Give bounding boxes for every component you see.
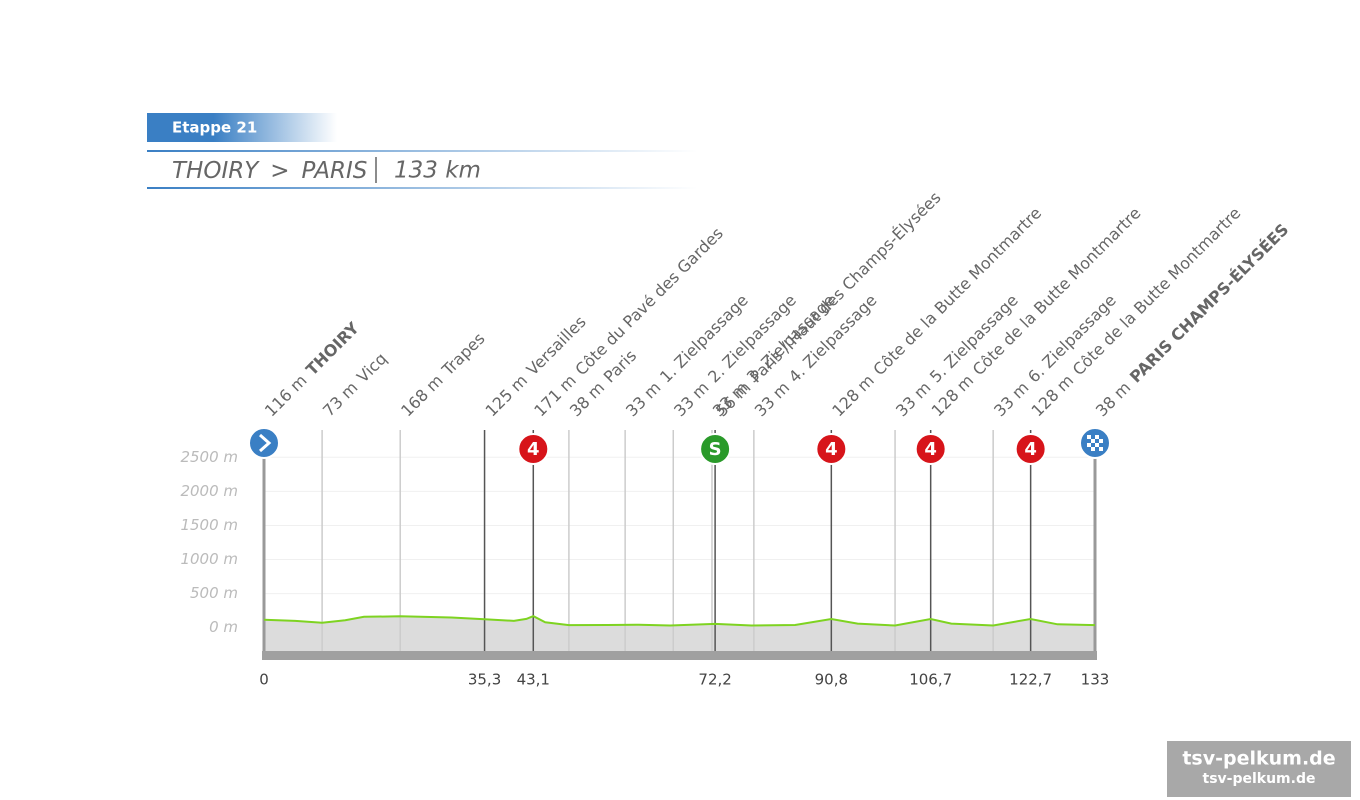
baseline-bar	[262, 651, 1097, 660]
y-tick-label: 500 m	[190, 584, 238, 602]
waypoint-altitude: 33 m	[990, 378, 1032, 420]
waypoint-name: THOIRY	[302, 318, 363, 379]
finish-flag	[1099, 447, 1103, 451]
profile-area	[264, 616, 1095, 655]
marker	[517, 433, 550, 465]
watermark: tsv-pelkum.de	[1182, 748, 1335, 770]
x-tick-label: 122,7	[1009, 671, 1052, 689]
marker	[815, 433, 848, 465]
waypoint-altitude: 33 m	[892, 378, 934, 420]
waypoint-label: 168 mTrapes	[397, 329, 488, 420]
y-tick-label: 0 m	[209, 618, 238, 636]
marker-label: 4	[924, 439, 937, 460]
finish-flag	[1095, 435, 1099, 439]
waypoint-altitude: 38 m	[1092, 378, 1134, 420]
start-arrow	[259, 433, 272, 453]
stage-distance: 133 km	[394, 158, 481, 184]
stage-label: Etappe 21	[172, 119, 257, 137]
x-tick-label: 133	[1081, 671, 1110, 689]
marker	[1014, 433, 1047, 465]
finish-flag	[1091, 447, 1095, 451]
stage-badge	[147, 113, 337, 142]
plot: 0 m 500 m 1000 m 1500 m 2000 m 2500 m 116 mTHO…	[180, 188, 1292, 689]
x-tick-label: 35,3	[468, 671, 501, 689]
x-tick-label: 106,7	[909, 671, 952, 689]
waypoint-name: Trapes	[437, 329, 488, 380]
marker	[914, 433, 947, 465]
finish-flag	[1099, 439, 1103, 443]
waypoint-altitude: 168 m	[397, 370, 447, 420]
stage-title: THOIRY > PARIS	[172, 158, 367, 184]
y-tick-label: 2000 m	[180, 482, 238, 500]
marker-label: S	[709, 439, 722, 460]
finish-flag	[1087, 435, 1091, 439]
waypoint-altitude: 73 m	[319, 378, 361, 420]
x-tick-label: 0	[259, 671, 269, 689]
waypoint-altitude: 125 m	[481, 370, 531, 420]
finish-flag	[1095, 443, 1099, 447]
watermark: tsv-pelkum.de	[1203, 771, 1316, 787]
end-town: PARIS	[302, 158, 368, 184]
marker	[699, 433, 732, 465]
watermark-box	[1167, 741, 1351, 797]
x-tick-label: 72,2	[698, 671, 731, 689]
waypoint-name: Paris / Haut des Champs-Élysées	[746, 188, 945, 387]
marker-label: 4	[825, 439, 838, 460]
start-town: THOIRY	[172, 158, 260, 184]
waypoint-altitude: 116 m	[261, 370, 311, 420]
arrow: >	[270, 158, 289, 184]
y-tick-label: 1500 m	[180, 516, 238, 534]
waypoint-name: Côte du Pavé des Gardes	[571, 223, 727, 379]
waypoint-name: Vicq	[353, 349, 390, 386]
y-tick-label: 2500 m	[180, 448, 238, 466]
marker-label: 4	[527, 439, 540, 460]
waypoint-altitude: 33 m	[670, 378, 712, 420]
x-tick-label: 90,8	[815, 671, 848, 689]
header-rule	[147, 150, 697, 152]
y-tick-label: 1000 m	[180, 550, 238, 568]
header-rule	[147, 187, 697, 189]
x-tick-label: 43,1	[517, 671, 550, 689]
waypoint-altitude: 128 m	[828, 370, 878, 420]
finish-flag	[1091, 439, 1095, 443]
start-icon	[248, 427, 280, 459]
finish-flag	[1087, 443, 1091, 447]
marker-label: 4	[1024, 439, 1037, 460]
waypoint-altitude: 33 m	[622, 378, 664, 420]
profile-line	[263, 614, 1096, 627]
